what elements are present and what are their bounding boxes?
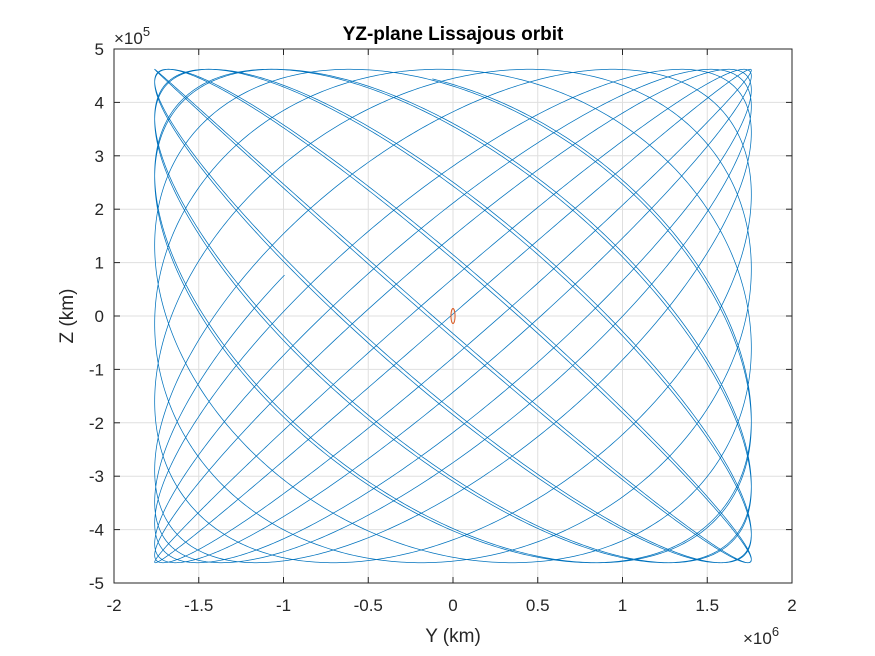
central-body-ellipse xyxy=(450,308,456,324)
y-axis-label: Z (km) xyxy=(57,289,78,344)
y-exponent-label: ×105 xyxy=(114,24,150,48)
x-tick-label: 0.5 xyxy=(526,596,550,615)
y-exponent-base: ×10 xyxy=(114,29,143,48)
y-tick-label: -3 xyxy=(89,467,104,486)
x-tick-label: -0.5 xyxy=(354,596,383,615)
x-exponent-label: ×106 xyxy=(743,624,779,648)
x-exponent-base: ×10 xyxy=(743,629,772,648)
x-exponent-power: 6 xyxy=(772,624,779,639)
y-tick-label: -5 xyxy=(89,574,104,593)
y-tick-label: 0 xyxy=(95,307,104,326)
y-tick-label: 4 xyxy=(95,93,104,112)
y-tick-label: 1 xyxy=(95,254,104,273)
x-tick-label: 2 xyxy=(787,596,796,615)
y-tick-label: -4 xyxy=(89,521,104,540)
x-tick-label: 0 xyxy=(448,596,457,615)
y-exponent-power: 5 xyxy=(143,24,150,39)
x-axis-label: Y (km) xyxy=(425,626,481,647)
ticks: -2 -1.5 -1 -0.5 0 0.5 1 1.5 2 -5 -4 -3 -2 -1 0 1 2 3 4 5 xyxy=(89,40,797,615)
lissajous-orbit-line xyxy=(154,68,752,564)
x-tick-label: -1 xyxy=(276,596,291,615)
y-tick-label: 3 xyxy=(95,147,104,166)
chart-title: YZ-plane Lissajous orbit xyxy=(343,24,564,45)
series-layer xyxy=(154,68,752,564)
y-tick-label: -1 xyxy=(89,360,104,379)
y-tick-label: 2 xyxy=(95,200,104,219)
x-tick-label: -1.5 xyxy=(184,596,213,615)
y-tick-label: 5 xyxy=(95,40,104,59)
x-tick-label: 1.5 xyxy=(695,596,719,615)
x-tick-label: -2 xyxy=(106,596,121,615)
y-tick-label: -2 xyxy=(89,414,104,433)
x-tick-label: 1 xyxy=(618,596,627,615)
